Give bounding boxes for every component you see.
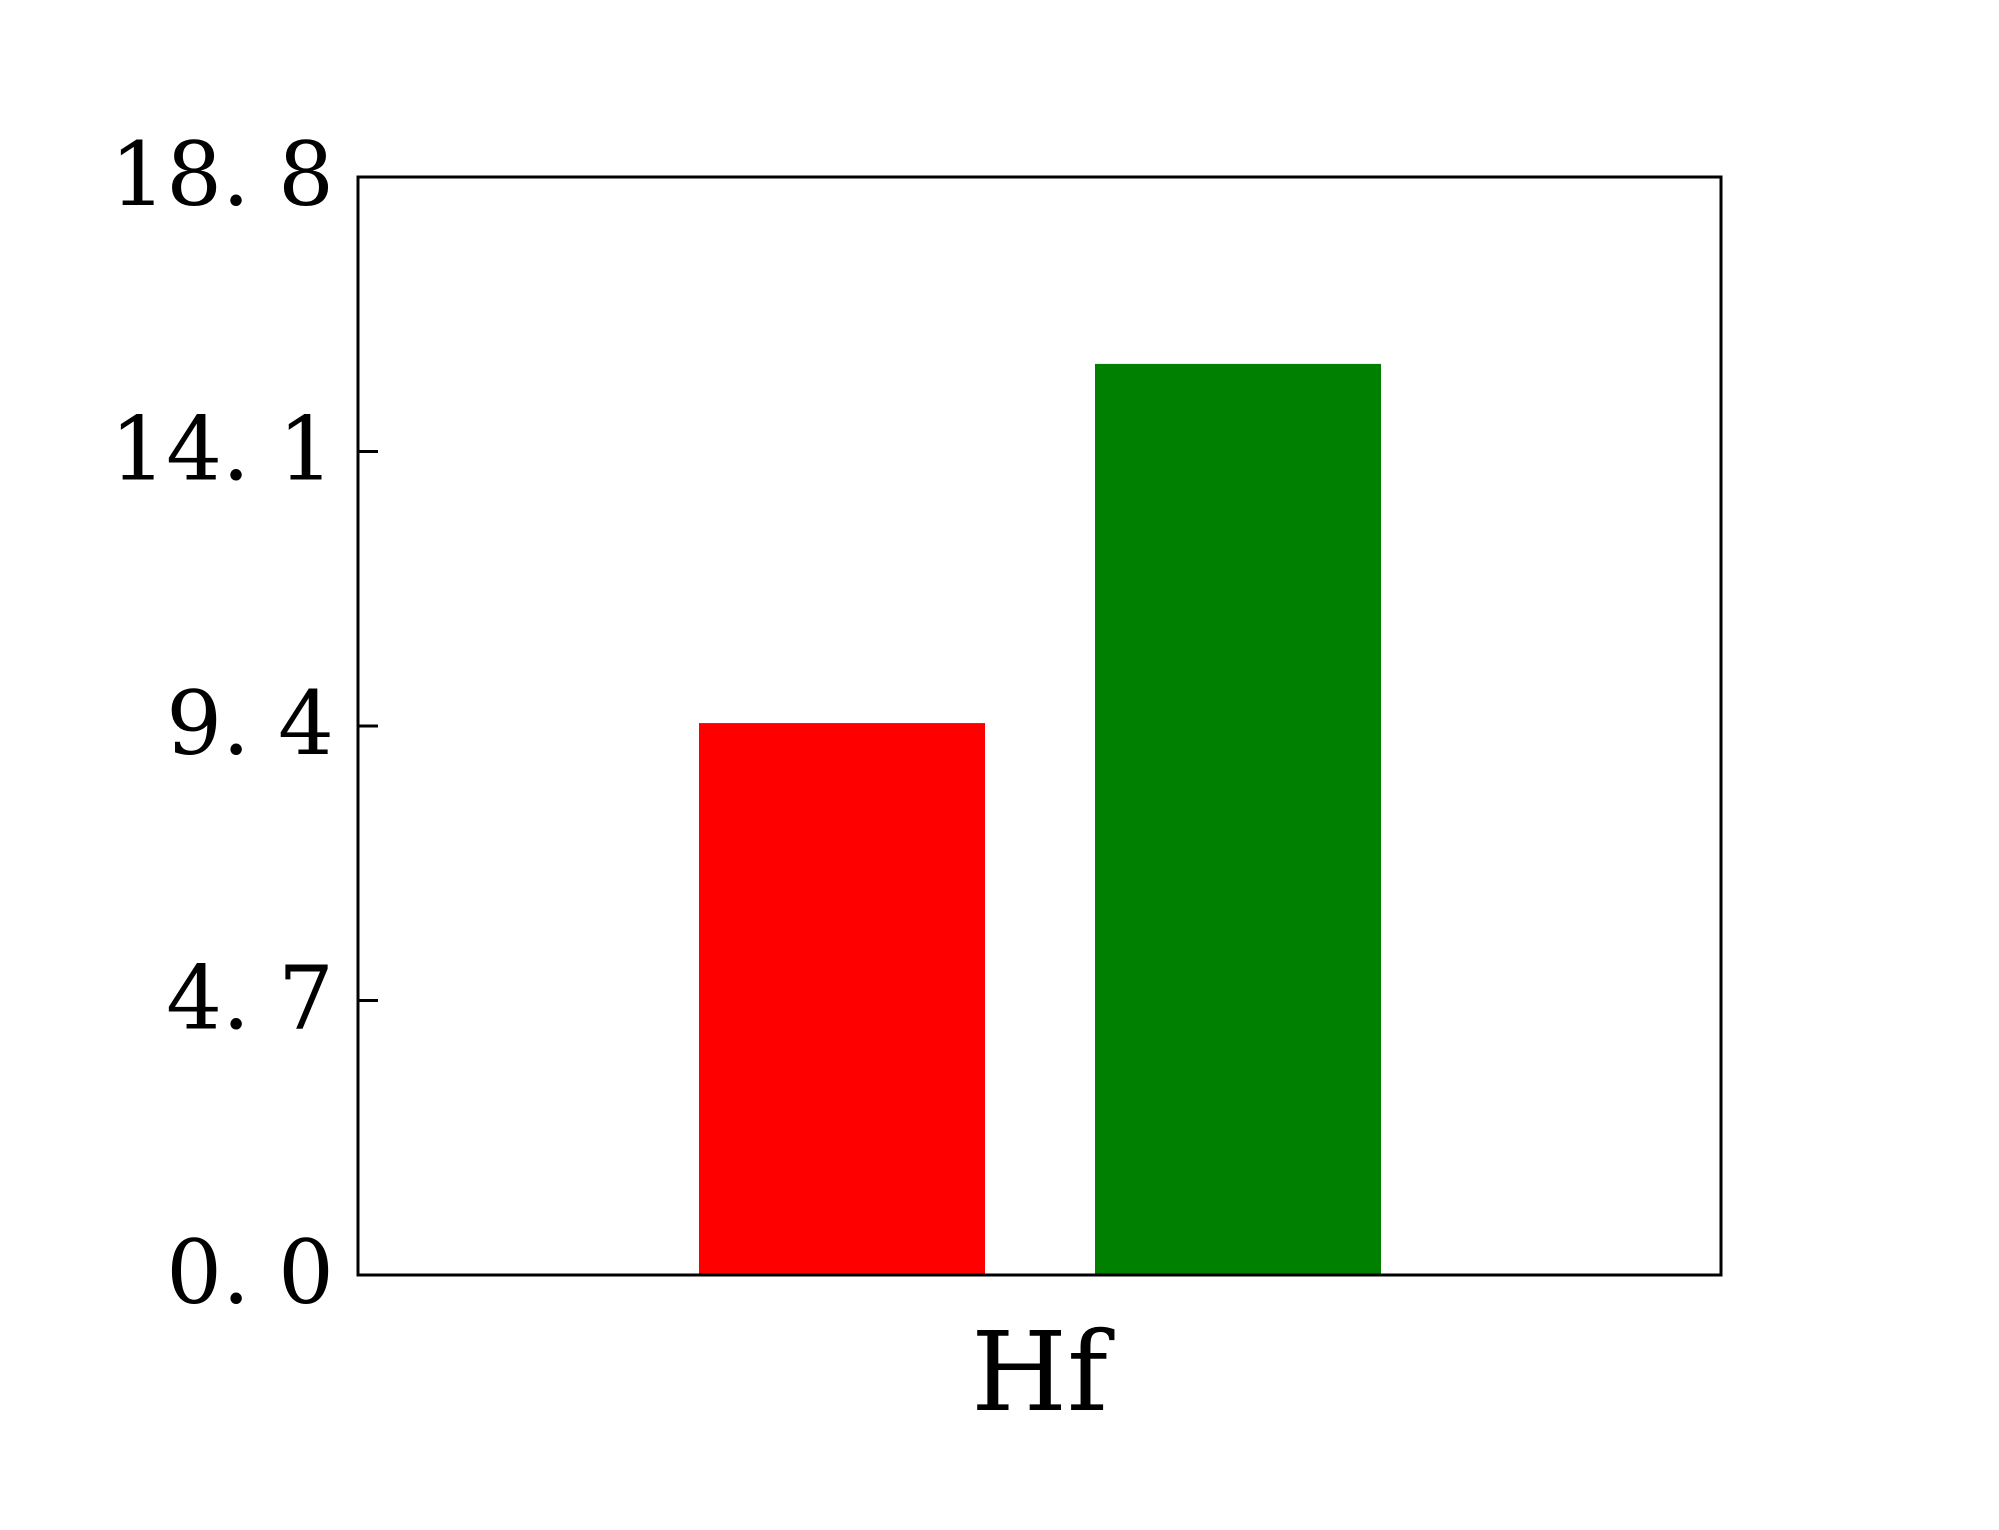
x-axis: Hf [971,1308,1115,1436]
y-tick-label: 0. 0 [166,1221,334,1324]
y-tick-label: 14. 1 [110,398,334,501]
plot-frame [356,175,1723,1277]
y-axis: 0. 0 4. 7 9. 4 14. 1 18. 8 [110,123,378,1324]
bar-Hf-series-2 [1095,363,1381,1275]
x-tick-label: Hf [971,1308,1115,1436]
y-tick-label: 4. 7 [166,947,334,1050]
bar-Hf-series-1 [699,723,985,1275]
bars-group [699,363,1381,1275]
y-tick-label: 9. 4 [166,672,334,775]
y-tick-label: 18. 8 [110,123,334,226]
